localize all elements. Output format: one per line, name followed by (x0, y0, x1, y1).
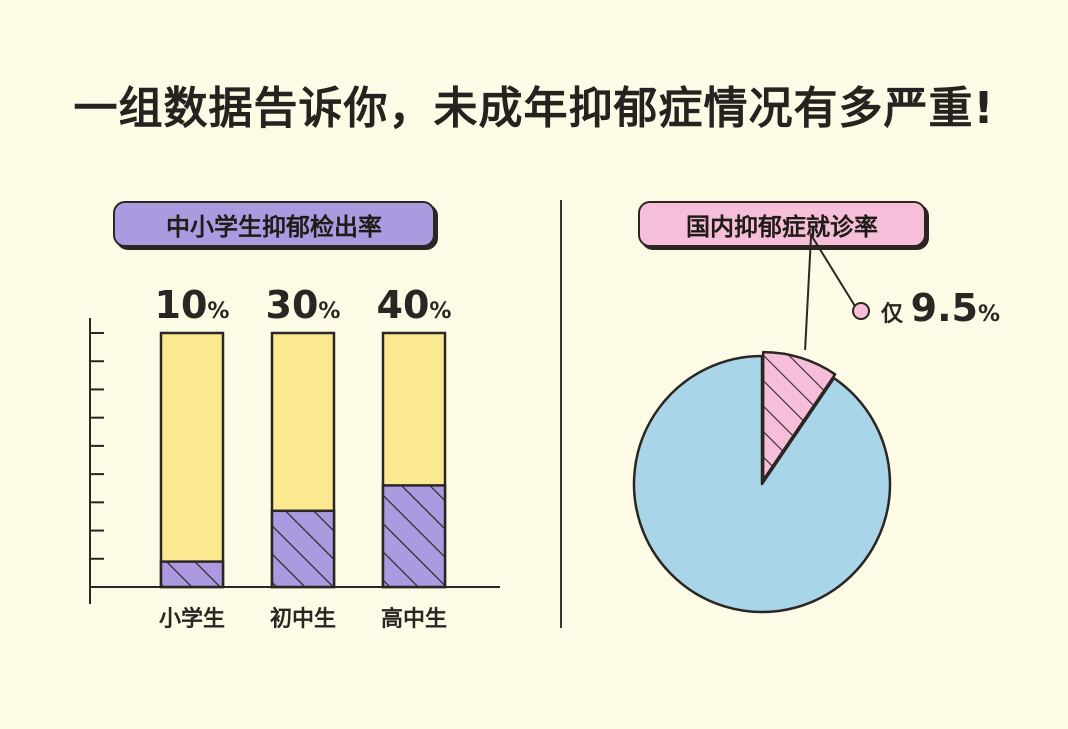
bar-chart: 10% 小学生 30% 初中生 40% 高中生 (89, 283, 500, 632)
callout-dot (852, 302, 870, 320)
pie-slice-highlight (761, 350, 837, 482)
bar-background (159, 331, 225, 589)
pie-slice (632, 354, 892, 614)
pie-chart-title: 国内抑郁症就诊率 (638, 201, 926, 247)
category-label: 初中生 (270, 606, 336, 632)
data-label: 10% (155, 283, 230, 327)
data-label: 40% (377, 283, 452, 327)
bar-value (381, 484, 447, 589)
callout-line (804, 231, 859, 350)
category-label: 小学生 (159, 606, 225, 632)
section-divider (560, 200, 562, 628)
category-label: 高中生 (381, 606, 447, 632)
page-title: 一组数据告诉你，未成年抑郁症情况有多严重! (73, 83, 995, 134)
bar-value (270, 509, 336, 589)
bar-chart-title: 中小学生抑郁检出率 (113, 201, 435, 247)
bar-value (159, 560, 225, 589)
pie-data-label: 仅 9.5% (881, 286, 1000, 330)
data-label: 30% (266, 283, 341, 327)
